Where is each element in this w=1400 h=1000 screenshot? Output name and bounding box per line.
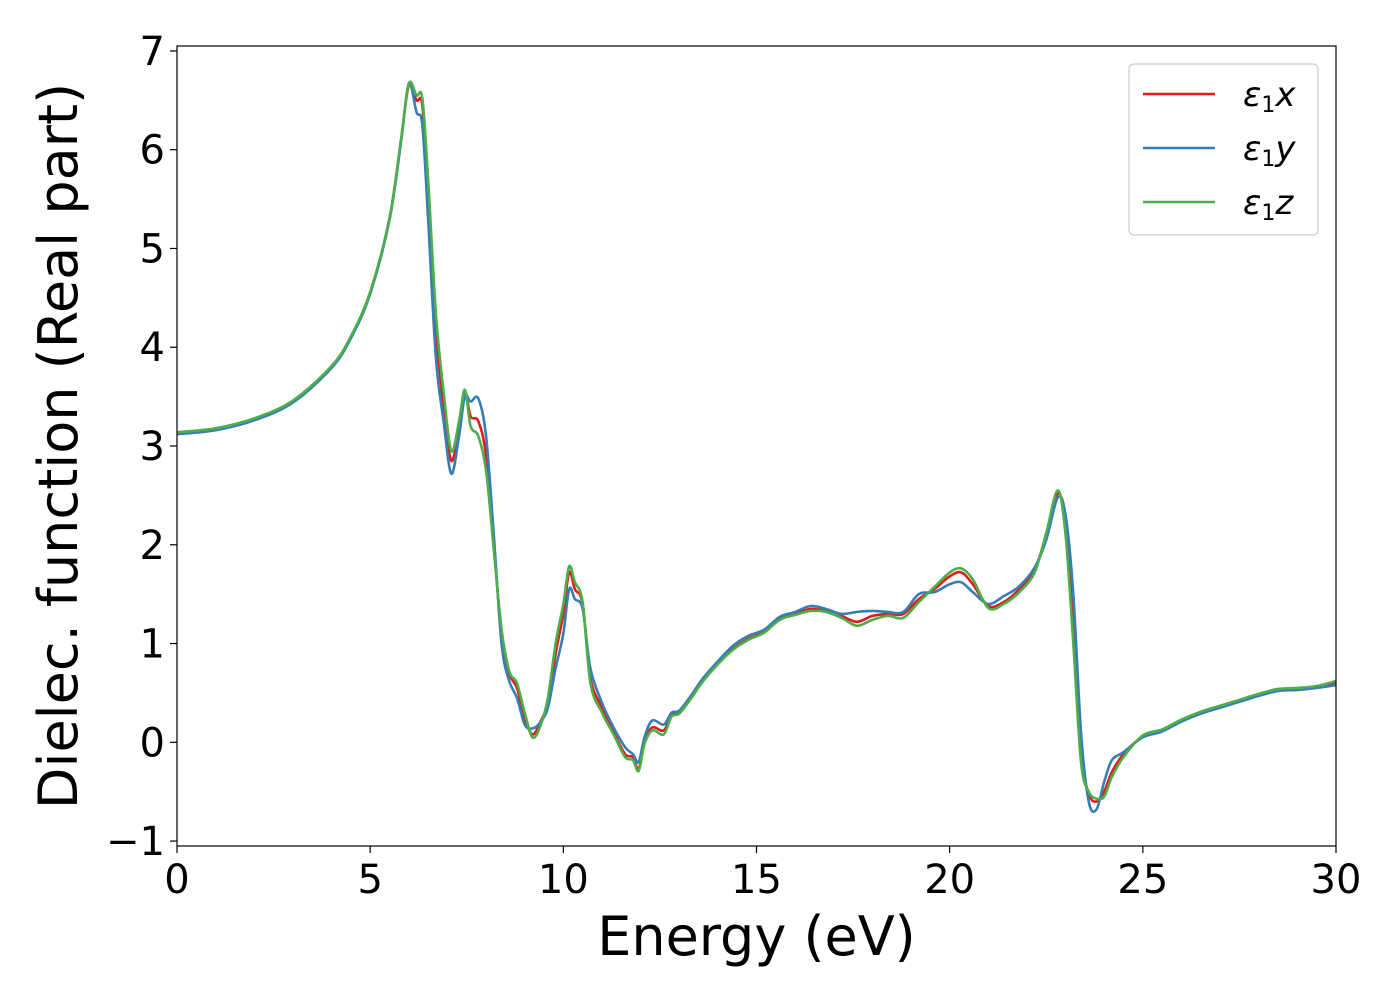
- y-axis-ticks: −1 0 1 2 3 4 5 6 7: [106, 29, 177, 865]
- x-axis-ticks: 0 5 10 15 20 25 30: [164, 846, 1361, 903]
- y-tick-label: 1: [140, 622, 165, 668]
- y-tick-label: 5: [140, 226, 165, 272]
- series-line-y: [177, 81, 1336, 814]
- y-tick-label: 0: [140, 720, 165, 766]
- legend-box: [1128, 63, 1319, 236]
- y-tick-label: 4: [140, 325, 165, 371]
- x-tick-label: 30: [1311, 857, 1362, 903]
- x-tick-label: 0: [164, 857, 189, 903]
- y-tick-label: −1: [106, 819, 165, 865]
- x-tick-label: 10: [538, 857, 589, 903]
- x-axis-label: Energy (eV): [597, 905, 916, 968]
- series-layer: [177, 80, 1336, 814]
- x-tick-label: 15: [731, 857, 782, 903]
- y-tick-label: 6: [140, 128, 165, 174]
- y-tick-label: 2: [140, 523, 165, 569]
- legend-label-z: ε1z: [1243, 183, 1294, 226]
- y-tick-label: 3: [140, 424, 165, 470]
- legend-label-x: ε1x: [1243, 75, 1296, 118]
- y-axis-label: Dielec. function (Real part): [27, 83, 90, 809]
- x-tick-label: 5: [357, 857, 382, 903]
- legend: ε1x ε1y ε1z: [1128, 63, 1319, 236]
- x-tick-label: 25: [1117, 857, 1168, 903]
- x-tick-label: 20: [924, 857, 975, 903]
- y-tick-label: 7: [140, 29, 165, 75]
- legend-label-y: ε1y: [1243, 129, 1296, 172]
- series-line-z: [177, 80, 1336, 801]
